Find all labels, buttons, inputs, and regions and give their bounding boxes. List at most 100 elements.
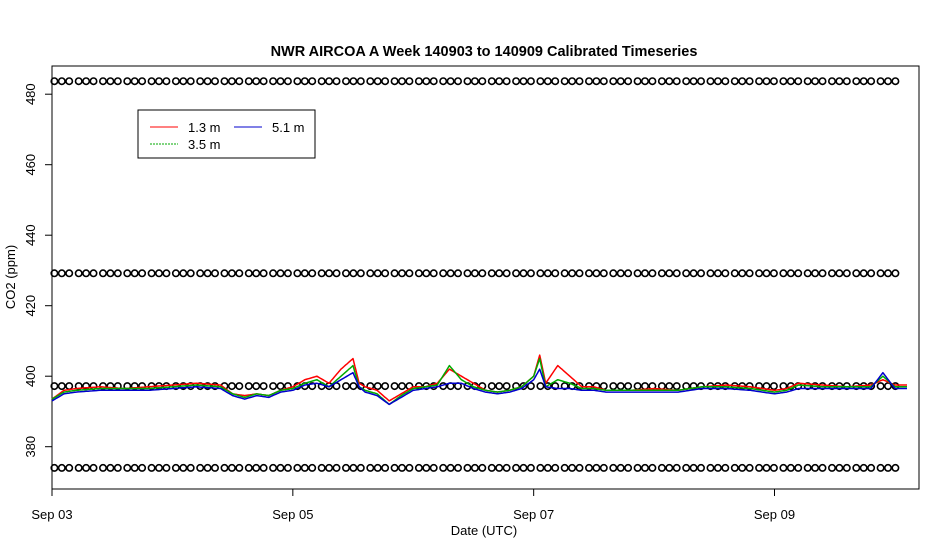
- reference-circle: [196, 269, 205, 278]
- reference-circle: [414, 269, 423, 278]
- reference-circle: [220, 77, 229, 86]
- reference-circle: [536, 463, 545, 472]
- reference-circle: [82, 463, 91, 472]
- reference-circle: [349, 269, 358, 278]
- reference-circle: [293, 269, 302, 278]
- reference-circle: [186, 77, 195, 86]
- reference-circle: [640, 269, 649, 278]
- reference-circle: [366, 269, 375, 278]
- reference-circle: [123, 77, 132, 86]
- reference-circle: [478, 77, 487, 86]
- reference-circle: [713, 463, 722, 472]
- reference-circle: [283, 269, 292, 278]
- reference-circle: [317, 269, 326, 278]
- reference-circle: [487, 77, 496, 86]
- reference-circle: [852, 269, 861, 278]
- reference-circle: [252, 77, 261, 86]
- reference-circle: [512, 382, 521, 391]
- reference-circle: [755, 269, 764, 278]
- reference-circle: [599, 463, 608, 472]
- reference-circle: [495, 463, 504, 472]
- reference-circle: [397, 382, 406, 391]
- reference-circle: [876, 382, 885, 391]
- reference-circle: [769, 382, 778, 391]
- reference-circle: [138, 463, 147, 472]
- reference-circle: [811, 77, 820, 86]
- legend-label-1-3m: 1.3 m: [188, 120, 221, 135]
- chart-title: NWR AIRCOA A Week 140903 to 140909 Calib…: [271, 44, 698, 60]
- reference-circle: [551, 382, 560, 391]
- reference-circle: [883, 77, 892, 86]
- reference-circle: [373, 382, 382, 391]
- reference-circle: [373, 77, 382, 86]
- reference-circle: [349, 77, 358, 86]
- reference-circle: [186, 269, 195, 278]
- reference-circle: [211, 269, 220, 278]
- x-axis-label: Date (UTC): [451, 523, 517, 538]
- reference-circle: [502, 269, 511, 278]
- reference-circle: [227, 269, 236, 278]
- reference-circle: [106, 463, 115, 472]
- reference-circle: [609, 77, 618, 86]
- x-tick-label: Sep 05: [272, 507, 313, 522]
- reference-circle: [543, 269, 552, 278]
- reference-circle: [196, 463, 205, 472]
- reference-circle: [123, 382, 132, 391]
- reference-circle: [672, 463, 681, 472]
- reference-circle: [536, 77, 545, 86]
- reference-circle: [300, 269, 309, 278]
- reference-circle: [721, 269, 730, 278]
- reference-circle: [138, 382, 147, 391]
- reference-circle: [259, 382, 268, 391]
- reference-circle: [478, 269, 487, 278]
- reference-circle: [317, 463, 326, 472]
- reference-circle: [487, 269, 496, 278]
- reference-circle: [568, 269, 577, 278]
- reference-circle: [439, 269, 448, 278]
- reference-circle: [252, 269, 261, 278]
- reference-circle: [657, 269, 666, 278]
- reference-circle: [616, 269, 625, 278]
- reference-circle: [463, 269, 472, 278]
- reference-circle: [842, 77, 851, 86]
- reference-circle: [252, 382, 261, 391]
- reference-circle: [381, 382, 390, 391]
- reference-circle: [123, 463, 132, 472]
- legend-box: [137, 109, 316, 159]
- reference-circle: [512, 463, 521, 472]
- reference-circle: [867, 269, 876, 278]
- reference-circle: [162, 463, 171, 472]
- reference-circle: [244, 382, 253, 391]
- reference-circle: [123, 269, 132, 278]
- reference-circle: [672, 382, 681, 391]
- reference-circle: [50, 269, 59, 278]
- reference-circle: [696, 77, 705, 86]
- reference-circle: [526, 463, 535, 472]
- reference-circle: [341, 463, 350, 472]
- reference-circle: [74, 382, 83, 391]
- reference-circle: [818, 463, 827, 472]
- reference-circle: [779, 463, 788, 472]
- reference-circle: [891, 269, 900, 278]
- reference-circle: [259, 77, 268, 86]
- reference-circle: [665, 77, 674, 86]
- reference-circle: [179, 463, 188, 472]
- reference-circle: [439, 463, 448, 472]
- reference-circle: [512, 77, 521, 86]
- reference-circle: [276, 463, 285, 472]
- reference-circle: [575, 269, 584, 278]
- reference-circle: [794, 269, 803, 278]
- reference-circle: [835, 77, 844, 86]
- reference-circle: [640, 77, 649, 86]
- reference-circle: [446, 463, 455, 472]
- reference-circle: [356, 269, 365, 278]
- reference-circle: [235, 269, 244, 278]
- reference-circle: [130, 463, 139, 472]
- reference-circle: [414, 77, 423, 86]
- reference-circle: [259, 463, 268, 472]
- reference-circle: [405, 463, 414, 472]
- reference-circle: [682, 463, 691, 472]
- reference-circle: [794, 463, 803, 472]
- reference-circle: [730, 77, 739, 86]
- reference-circle: [551, 269, 560, 278]
